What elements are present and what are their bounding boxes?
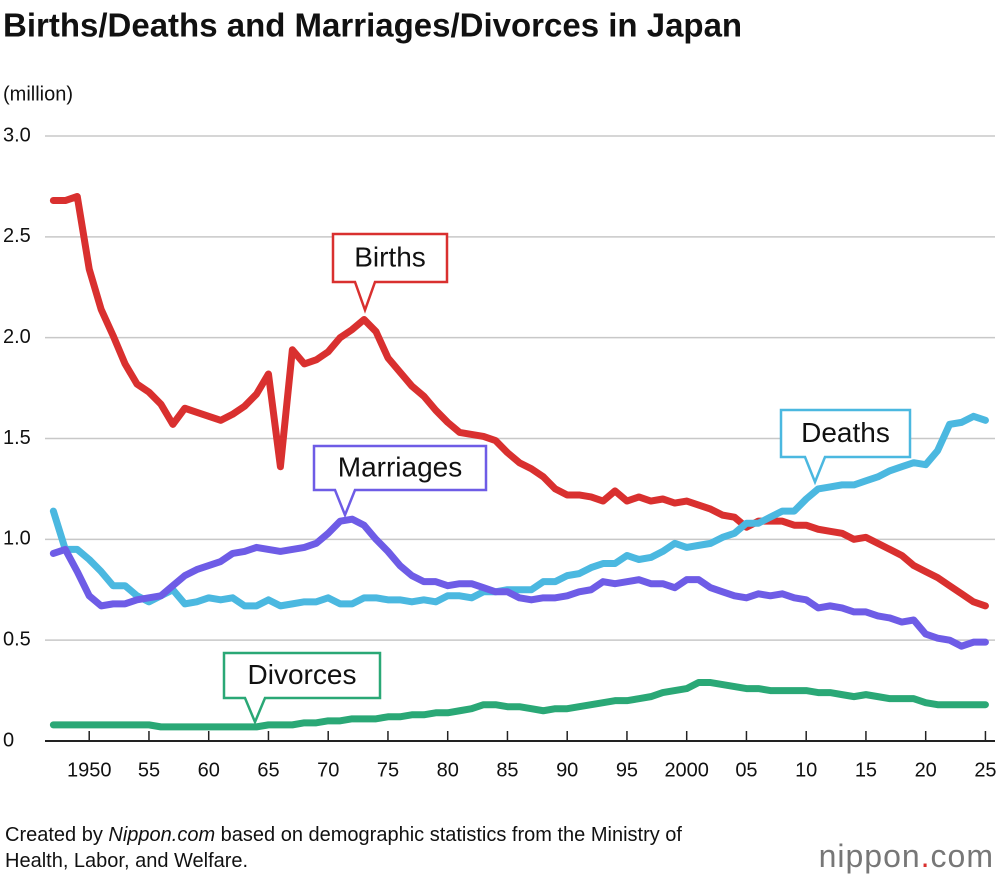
- y-tick-label: 2.0: [3, 326, 31, 348]
- x-tick-label: 70: [317, 759, 339, 781]
- x-tick-label: 95: [616, 759, 638, 781]
- x-tick-label: 05: [735, 759, 757, 781]
- x-tick-label: 75: [377, 759, 399, 781]
- y-tick-label: 1.0: [3, 528, 31, 550]
- series-label: Divorces: [248, 659, 357, 690]
- chart-title: Births/Deaths and Marriages/Divorces in …: [3, 7, 742, 44]
- callout-box: [331, 232, 449, 314]
- x-tick-label: 80: [437, 759, 459, 781]
- callout: Divorces: [222, 651, 382, 726]
- series-line: [49, 515, 989, 650]
- x-tick-label: 65: [257, 759, 279, 781]
- x-tick-label: 60: [198, 759, 220, 781]
- x-tick-label: 15: [855, 759, 877, 781]
- callout: Marriages: [312, 444, 488, 519]
- callout-box: [312, 444, 488, 519]
- x-tick-label: 20: [915, 759, 937, 781]
- x-tick-label: 85: [496, 759, 518, 781]
- y-unit: (million): [3, 83, 73, 105]
- note-text: based on demographic statistics from the…: [5, 824, 682, 872]
- series-line: [49, 412, 989, 610]
- y-tick-label: 0.5: [3, 628, 31, 650]
- x-tick-label: 10: [795, 759, 817, 781]
- y-tick-label: 2.5: [3, 225, 31, 247]
- logo-dot: .: [920, 838, 931, 874]
- x-tick-label: 2000: [664, 759, 709, 781]
- callout: Births: [331, 232, 449, 314]
- chart: Births/Deaths and Marriages/Divorces in …: [3, 7, 997, 782]
- logo: nippon.com: [819, 838, 994, 875]
- x-tick-label: 90: [556, 759, 578, 781]
- series-label: Marriages: [338, 451, 462, 482]
- source-note: Created by Nippon.com based on demograph…: [5, 822, 705, 874]
- series-line: [49, 193, 989, 610]
- y-tick-label: 1.5: [3, 427, 31, 449]
- callout: Deaths: [779, 408, 912, 486]
- logo-tld: com: [930, 838, 994, 874]
- x-tick-label: 25: [974, 759, 996, 781]
- callout-box: [779, 408, 912, 486]
- series-line: [49, 679, 989, 731]
- callout-box: [222, 651, 382, 726]
- x-tick-label: 55: [138, 759, 160, 781]
- y-tick-label: 0: [3, 729, 14, 751]
- series-label: Deaths: [801, 417, 890, 448]
- y-tick-label: 3.0: [3, 124, 31, 146]
- series-label: Births: [354, 241, 426, 272]
- logo-name: nippon: [818, 838, 921, 874]
- note-text: Created by: [5, 824, 109, 846]
- note-source: Nippon.com: [108, 824, 216, 846]
- x-tick-label: 1950: [67, 759, 112, 781]
